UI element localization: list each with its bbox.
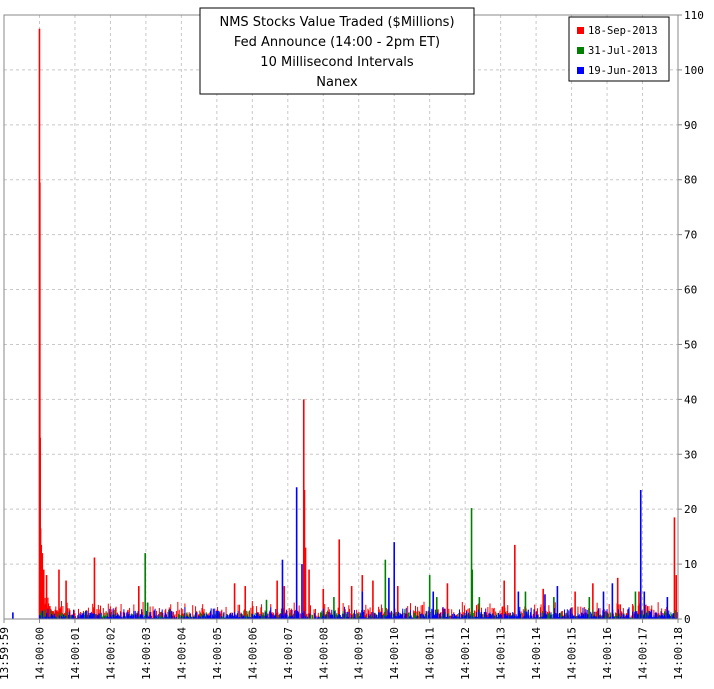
title-line-3: 10 Millisecond Intervals [260,55,414,70]
y-tick-label: 40 [684,393,697,406]
x-tick-label: 14:00:13 [495,627,508,680]
legend-swatch-series-3 [577,67,584,74]
title-line-4: Nanex [316,75,358,90]
y-tick-label: 60 [684,284,697,297]
x-tick-label: 14:00:01 [69,627,82,680]
x-tick-label: 14:00:14 [530,627,543,680]
legend-swatch-series-1 [577,27,584,34]
x-tick-label: 14:00:18 [672,627,685,680]
y-tick-label: 10 [684,558,697,571]
x-tick-label: 14:00:09 [353,627,366,680]
y-tick-label: 50 [684,338,697,351]
y-tick-label: 20 [684,503,697,516]
x-tick-label: 14:00:17 [637,627,650,680]
x-tick-label: 14:00:12 [459,627,472,680]
chart-title: NMS Stocks Value Traded ($Millions) Fed … [199,7,475,95]
y-tick-label: 110 [684,9,704,22]
title-box [199,7,475,95]
legend-swatch-series-2 [577,47,584,54]
y-tick-label: 70 [684,229,697,242]
x-tick-label: 14:00:07 [282,627,295,680]
x-tick-label: 14:00:10 [388,627,401,680]
legend: 18-Sep-2013 31-Jul-2013 19-Jun-2013 [568,16,670,82]
legend-label-series-2: 31-Jul-2013 [588,45,658,57]
x-tick-label: 14:00:00 [33,627,46,680]
legend-label-series-3: 19-Jun-2013 [588,65,658,77]
y-tick-label: 90 [684,119,697,132]
title-line-2: Fed Announce (14:00 - 2pm ET) [234,35,440,50]
x-tick-label: 14:00:15 [566,627,579,680]
y-tick-label: 80 [684,174,697,187]
x-tick-label: 14:00:02 [104,627,117,680]
bars-layer [12,28,679,619]
title-line-1: NMS Stocks Value Traded ($Millions) [219,15,454,30]
y-tick-label: 30 [684,448,697,461]
legend-label-series-1: 18-Sep-2013 [588,25,658,37]
x-tick-label: 14:00:06 [246,627,259,680]
y-tick-label: 100 [684,64,704,77]
x-tick-label: 14:00:08 [317,627,330,680]
axes-layer: 0 10 20 30 40 50 60 70 80 90 100 110 13:59:59 14:00:0… [0,9,704,680]
x-tick-label: 13:59:59 [0,627,11,680]
y-tick-label: 0 [684,613,691,626]
x-tick-label: 14:00:03 [140,627,153,680]
x-tick-label: 14:00:04 [175,627,188,680]
x-tick-label: 14:00:05 [211,627,224,680]
x-tick-label: 14:00:16 [601,627,614,680]
x-tick-label: 14:00:11 [424,627,437,680]
legend-box [568,16,670,82]
